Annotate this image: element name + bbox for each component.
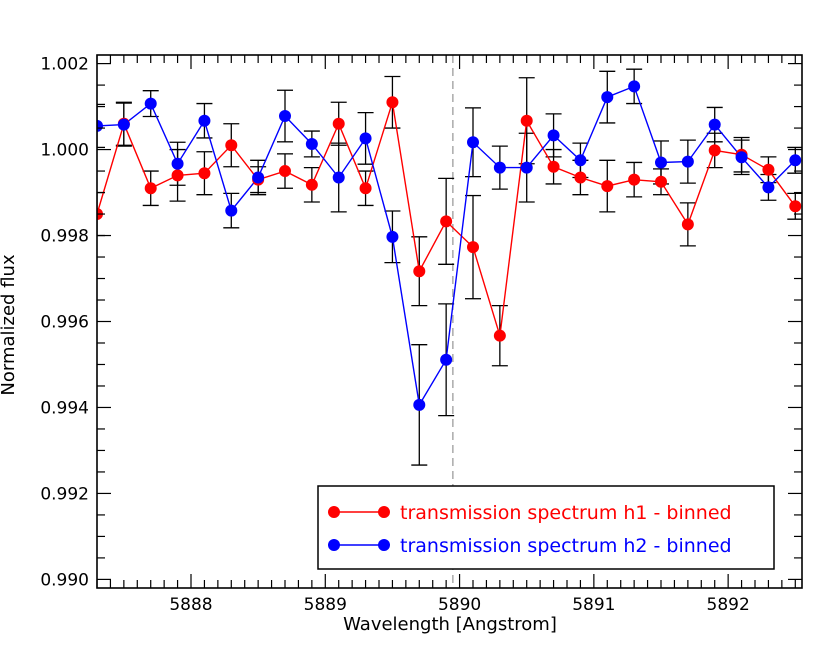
data-point (359, 182, 372, 195)
data-point (762, 181, 775, 194)
data-point (171, 169, 184, 182)
data-point (655, 156, 667, 169)
data-point (628, 80, 641, 93)
data-point (789, 200, 802, 213)
data-point (117, 118, 130, 131)
mask-right (802, 0, 830, 652)
x-axis-label: Wavelength [Angstrom] (343, 614, 557, 635)
data-point (762, 163, 775, 176)
y-axis-label: Normalized flux (0, 254, 19, 396)
data-point (305, 178, 318, 191)
data-point (198, 167, 211, 180)
data-point (252, 171, 265, 184)
legend-box (317, 485, 775, 570)
data-point (493, 329, 506, 342)
y-tick-label: 0.998 (40, 227, 89, 247)
data-point (681, 155, 694, 168)
data-point (386, 230, 399, 243)
data-point (279, 110, 291, 123)
data-point (520, 161, 533, 174)
legend-marker (328, 506, 340, 518)
data-point (225, 204, 238, 217)
legend-marker (378, 506, 390, 518)
data-point (467, 241, 479, 254)
legend-label: transmission spectrum h1 - binned (400, 502, 732, 524)
x-tick-label: 5889 (304, 595, 347, 615)
legend-label: transmission spectrum h2 - binned (400, 535, 732, 557)
data-point (681, 218, 694, 231)
data-point (440, 353, 453, 366)
data-point (708, 144, 721, 157)
data-point (386, 96, 399, 109)
data-point (332, 117, 345, 130)
data-point (413, 265, 426, 278)
data-point (547, 160, 560, 173)
data-point (225, 139, 238, 152)
data-point (708, 118, 721, 131)
legend-marker (328, 539, 340, 551)
data-point (628, 173, 641, 186)
data-point (305, 137, 318, 150)
data-point (413, 398, 426, 411)
x-tick-label: 5892 (707, 595, 750, 615)
y-tick-label: 0.994 (40, 398, 89, 418)
data-point (601, 91, 614, 104)
legend-marker (378, 539, 390, 551)
data-point (198, 114, 211, 127)
data-point (440, 215, 453, 228)
data-point (574, 154, 587, 167)
data-point (144, 182, 157, 195)
data-point (789, 154, 802, 167)
data-point (467, 136, 479, 149)
data-point (601, 180, 614, 193)
data-point (735, 151, 748, 164)
data-point (171, 157, 184, 170)
data-point (493, 161, 506, 174)
data-point (332, 171, 345, 184)
data-point (359, 132, 372, 145)
data-point (547, 129, 560, 142)
data-point (279, 165, 291, 178)
y-tick-label: 0.990 (40, 570, 89, 590)
mask-left (0, 0, 97, 652)
legend: transmission spectrum h1 - binned transmi… (317, 485, 775, 570)
data-point (144, 97, 157, 110)
y-tick-label: 1.002 (40, 55, 89, 75)
data-point (655, 175, 667, 188)
x-tick-label: 5891 (572, 595, 615, 615)
data-point (520, 114, 533, 127)
y-tick-label: 0.992 (40, 484, 89, 504)
y-tick-label: 0.996 (40, 313, 89, 333)
x-tick-label: 5890 (438, 595, 481, 615)
y-tick-label: 1.000 (40, 141, 89, 161)
data-point (574, 171, 587, 184)
x-tick-label: 5888 (169, 595, 212, 615)
